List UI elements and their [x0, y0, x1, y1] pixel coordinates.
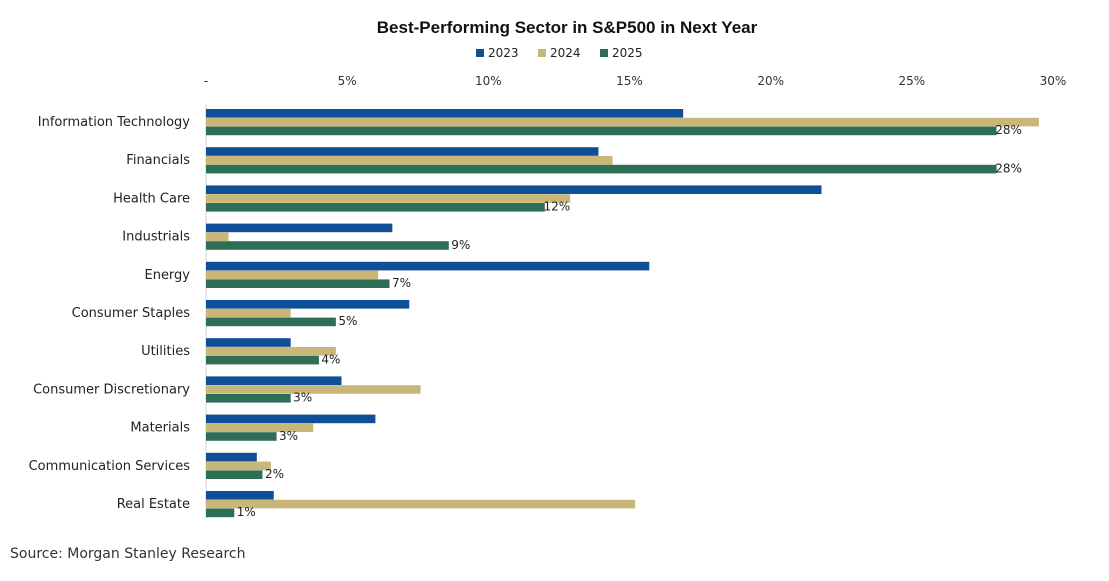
data-label: 3%	[293, 391, 312, 405]
x-tick-label: 20%	[757, 74, 784, 88]
bar-2025	[206, 508, 235, 518]
bar-2023	[206, 414, 376, 424]
bars	[206, 109, 1039, 518]
data-label: 9%	[451, 238, 470, 252]
data-labels: 28% 28% 12% 9% 7% 5% 4% 3% 3% 2% 1%	[237, 123, 1022, 519]
legend-swatch-2023	[476, 49, 484, 57]
legend: 2023 2024 2025	[476, 46, 643, 60]
bar-2025	[206, 164, 997, 174]
category-label: Health Care	[113, 191, 190, 206]
bar-2023	[206, 147, 599, 156]
data-label: 2%	[265, 467, 284, 481]
bar-2023	[206, 185, 822, 194]
x-tick-label: 30%	[1040, 74, 1067, 88]
x-tick-label: 15%	[616, 74, 643, 88]
bar-2025	[206, 394, 291, 403]
bar-2024	[206, 499, 636, 509]
x-tick-label: -	[204, 74, 208, 88]
category-label: Financials	[126, 153, 190, 168]
bar-2024	[206, 308, 291, 318]
bar-2023	[206, 452, 257, 462]
bar-2024	[206, 117, 1039, 127]
data-label: 4%	[321, 352, 340, 366]
bar-2023	[206, 491, 274, 500]
bar-2023	[206, 376, 342, 385]
category-label: Real Estate	[117, 497, 190, 512]
bar-2025	[206, 279, 390, 288]
source-note: Source: Morgan Stanley Research	[10, 546, 246, 562]
category-labels: Information Technology Financials Health C…	[29, 115, 191, 512]
bar-2024	[206, 423, 314, 432]
bar-2024	[206, 270, 379, 280]
bar-2024	[206, 385, 421, 394]
category-label: Industrials	[122, 230, 190, 245]
category-label: Utilities	[141, 344, 190, 359]
data-label: 7%	[392, 276, 411, 290]
legend-label-2024: 2024	[550, 46, 581, 60]
x-tick-label: 5%	[338, 74, 357, 88]
category-label: Information Technology	[38, 115, 191, 130]
bar-2025	[206, 355, 319, 365]
category-label: Consumer Discretionary	[33, 382, 190, 397]
data-label: 5%	[338, 314, 357, 328]
bar-2024	[206, 156, 613, 165]
category-label: Communication Services	[29, 459, 191, 474]
bar-2025	[206, 241, 449, 250]
bar-2024	[206, 347, 336, 356]
bar-2025	[206, 432, 277, 441]
bar-2025	[206, 126, 997, 136]
chart-title: Best-Performing Sector in S&P500 in Next…	[377, 18, 758, 37]
legend-swatch-2025	[600, 49, 608, 57]
bar-2023	[206, 300, 410, 309]
bar-2023	[206, 109, 684, 118]
x-tick-label: 10%	[475, 74, 502, 88]
bar-2023	[206, 223, 393, 233]
bar-2023	[206, 338, 291, 347]
data-label: 1%	[237, 505, 256, 519]
category-label: Materials	[130, 421, 190, 436]
x-axis: - 5% 10% 15% 20% 25% 30%	[204, 74, 1067, 518]
x-tick-label: 25%	[898, 74, 925, 88]
data-label: 12%	[543, 200, 570, 214]
legend-swatch-2024	[538, 49, 546, 57]
legend-label-2025: 2025	[612, 46, 643, 60]
bar-2024	[206, 461, 271, 471]
data-label: 28%	[995, 123, 1022, 137]
category-label: Energy	[144, 268, 190, 283]
data-label: 3%	[279, 429, 298, 443]
bar-2024	[206, 232, 229, 241]
bar-2025	[206, 470, 263, 479]
bar-2024	[206, 194, 571, 203]
bar-2023	[206, 261, 650, 271]
bar-2025	[206, 317, 336, 327]
legend-label-2023: 2023	[488, 46, 519, 60]
bar-2025	[206, 203, 545, 212]
category-label: Consumer Staples	[72, 306, 191, 321]
data-label: 28%	[995, 161, 1022, 175]
